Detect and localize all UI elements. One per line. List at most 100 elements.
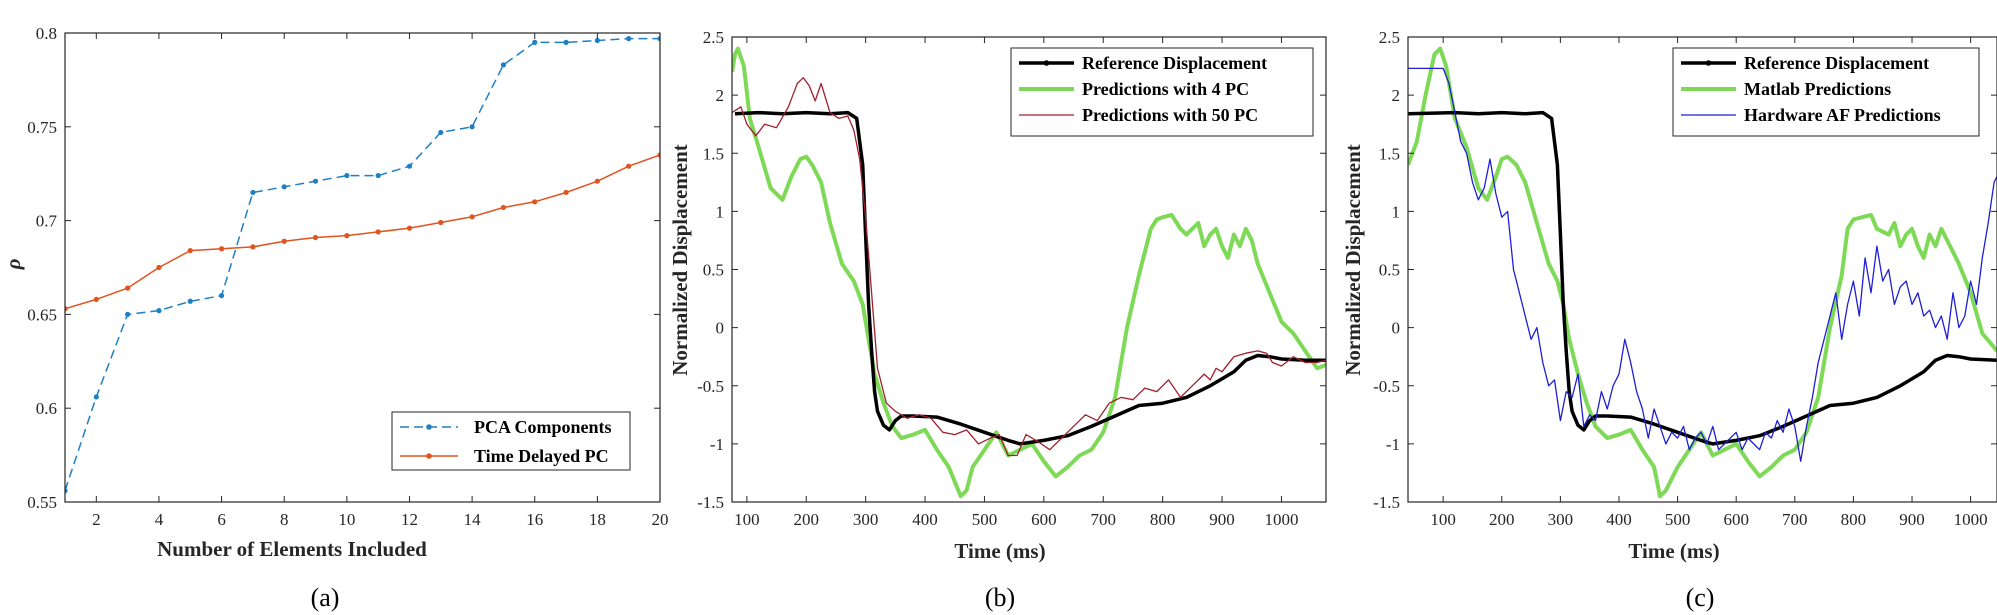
data-point <box>281 184 287 190</box>
legend-marker <box>1705 60 1712 66</box>
data-point <box>344 233 350 239</box>
x-tick-label: 4 <box>155 510 164 529</box>
data-point <box>375 229 381 235</box>
data-point <box>187 248 193 254</box>
y-tick-label: 1.5 <box>703 144 724 163</box>
y-tick-label: 0 <box>716 319 725 338</box>
time-delayed-pc-line <box>65 154 660 310</box>
x-tick-label: 100 <box>734 510 760 529</box>
pca-components-line <box>65 37 660 491</box>
panel-c-ticks: 100 200 300 400 500 600 700 800 900 1000 -1.5 -1 -0.… <box>1373 28 1997 529</box>
y-tick-label: 2 <box>1392 86 1401 105</box>
x-tick-label: 1000 <box>1264 510 1298 529</box>
y-tick-label: 0.75 <box>27 118 57 137</box>
x-tick-label: 400 <box>1606 510 1632 529</box>
panel-b-ylabel: Normalized Displacement <box>668 144 692 376</box>
data-point <box>218 246 225 252</box>
data-point <box>312 178 319 184</box>
x-tick-label: 400 <box>912 510 938 529</box>
panel-c-xlabel: Time (ms) <box>1628 539 1719 563</box>
x-tick-label: 700 <box>1782 510 1808 529</box>
legend-marker <box>426 424 432 430</box>
x-tick-label: 100 <box>1430 510 1456 529</box>
data-point <box>657 152 660 158</box>
y-tick-label: 0.55 <box>27 493 57 512</box>
predictions-with-4-pc-line <box>732 46 1326 499</box>
data-point <box>344 172 350 179</box>
y-tick-label: 0.7 <box>36 212 58 231</box>
data-point <box>93 296 99 302</box>
y-tick-label: 1 <box>1392 202 1401 221</box>
panel-c-ylabel: Normalized Displacement <box>1341 144 1365 376</box>
data-point <box>563 189 569 196</box>
data-point <box>406 225 413 231</box>
legend-label: Matlab Predictions <box>1744 79 1891 99</box>
series-group <box>732 46 1326 499</box>
x-tick-label: 8 <box>280 510 289 529</box>
y-tick-label: 0.6 <box>36 399 57 418</box>
data-point <box>250 189 256 196</box>
y-tick-label: 0.65 <box>27 305 57 324</box>
panel-a-caption: (a) <box>311 583 340 612</box>
x-tick-label: 1000 <box>1954 510 1988 529</box>
panel-a-xlabel: Number of Elements Included <box>157 537 427 561</box>
series-group <box>1408 46 1997 499</box>
x-tick-label: 16 <box>526 510 543 529</box>
y-tick-label: -1 <box>710 435 724 454</box>
y-tick-label: -0.5 <box>697 377 724 396</box>
data-point <box>65 488 68 494</box>
panel-b: 100 200 300 400 500 600 700 800 900 1000 -1.5 -1 -0.… <box>668 28 1327 612</box>
panel-b-xlabel: Time (ms) <box>954 539 1045 563</box>
x-tick-label: 200 <box>1489 510 1515 529</box>
legend-label: Reference Displacement <box>1082 53 1267 73</box>
legend-label: Hardware AF Predictions <box>1744 105 1941 125</box>
data-point <box>125 311 131 317</box>
hardware-af-predictions-line <box>1408 67 1997 462</box>
data-point <box>469 214 475 220</box>
x-tick-label: 12 <box>401 510 418 529</box>
y-tick-label: 2 <box>716 86 725 105</box>
panel-c-plot-lines <box>1408 46 1997 499</box>
panel-b-ticks: 100 200 300 400 500 600 700 800 900 1000 -1.5 -1 -0.… <box>697 28 1326 529</box>
data-point <box>532 39 538 45</box>
data-point <box>532 199 538 205</box>
x-tick-label: 14 <box>464 510 482 529</box>
y-tick-label: 0 <box>1392 319 1401 338</box>
panel-a-ylabel: ρ <box>1 258 25 270</box>
legend-label: Reference Displacement <box>1744 53 1929 73</box>
x-tick-label: 6 <box>217 510 226 529</box>
y-tick-label: 0.5 <box>1379 261 1400 280</box>
x-tick-label: 900 <box>1209 510 1235 529</box>
legend-label: Predictions with 50 PC <box>1082 105 1258 125</box>
data-point <box>250 244 256 250</box>
data-point <box>594 178 600 184</box>
data-point <box>156 264 162 271</box>
panel-a-plot-lines <box>65 36 660 494</box>
panel-a: 2 4 6 8 10 12 14 16 18 20 0.55 0.6 0.65 0.7 0.75 0.8 Nu… <box>1 24 669 612</box>
legend-label: Time Delayed PC <box>474 446 609 466</box>
data-point <box>469 124 475 130</box>
series-group <box>65 36 660 494</box>
data-point <box>500 204 507 211</box>
x-tick-label: 600 <box>1031 510 1057 529</box>
predictions-with-50-pc-line <box>732 77 1326 457</box>
panel-a-legend-box <box>391 411 631 471</box>
x-tick-label: 800 <box>1150 510 1176 529</box>
y-tick-label: -1 <box>1386 435 1400 454</box>
reference-displacement-line <box>1408 110 1997 446</box>
y-tick-label: -0.5 <box>1373 377 1400 396</box>
panel-a-frame <box>64 32 661 503</box>
x-tick-label: 10 <box>338 510 355 529</box>
reference-displacement-line <box>734 110 1326 446</box>
legend-label: Predictions with 4 PC <box>1082 79 1249 99</box>
panel-b-legend: Reference Displacement Predictions with 4… <box>1010 47 1314 137</box>
data-point <box>156 308 162 314</box>
x-tick-label: 600 <box>1723 510 1749 529</box>
data-point <box>218 293 225 299</box>
x-tick-label: 700 <box>1091 510 1117 529</box>
legend-label: PCA Components <box>474 417 612 437</box>
data-point <box>312 234 319 241</box>
data-point <box>375 172 381 179</box>
panel-c-caption: (c) <box>1686 583 1715 612</box>
